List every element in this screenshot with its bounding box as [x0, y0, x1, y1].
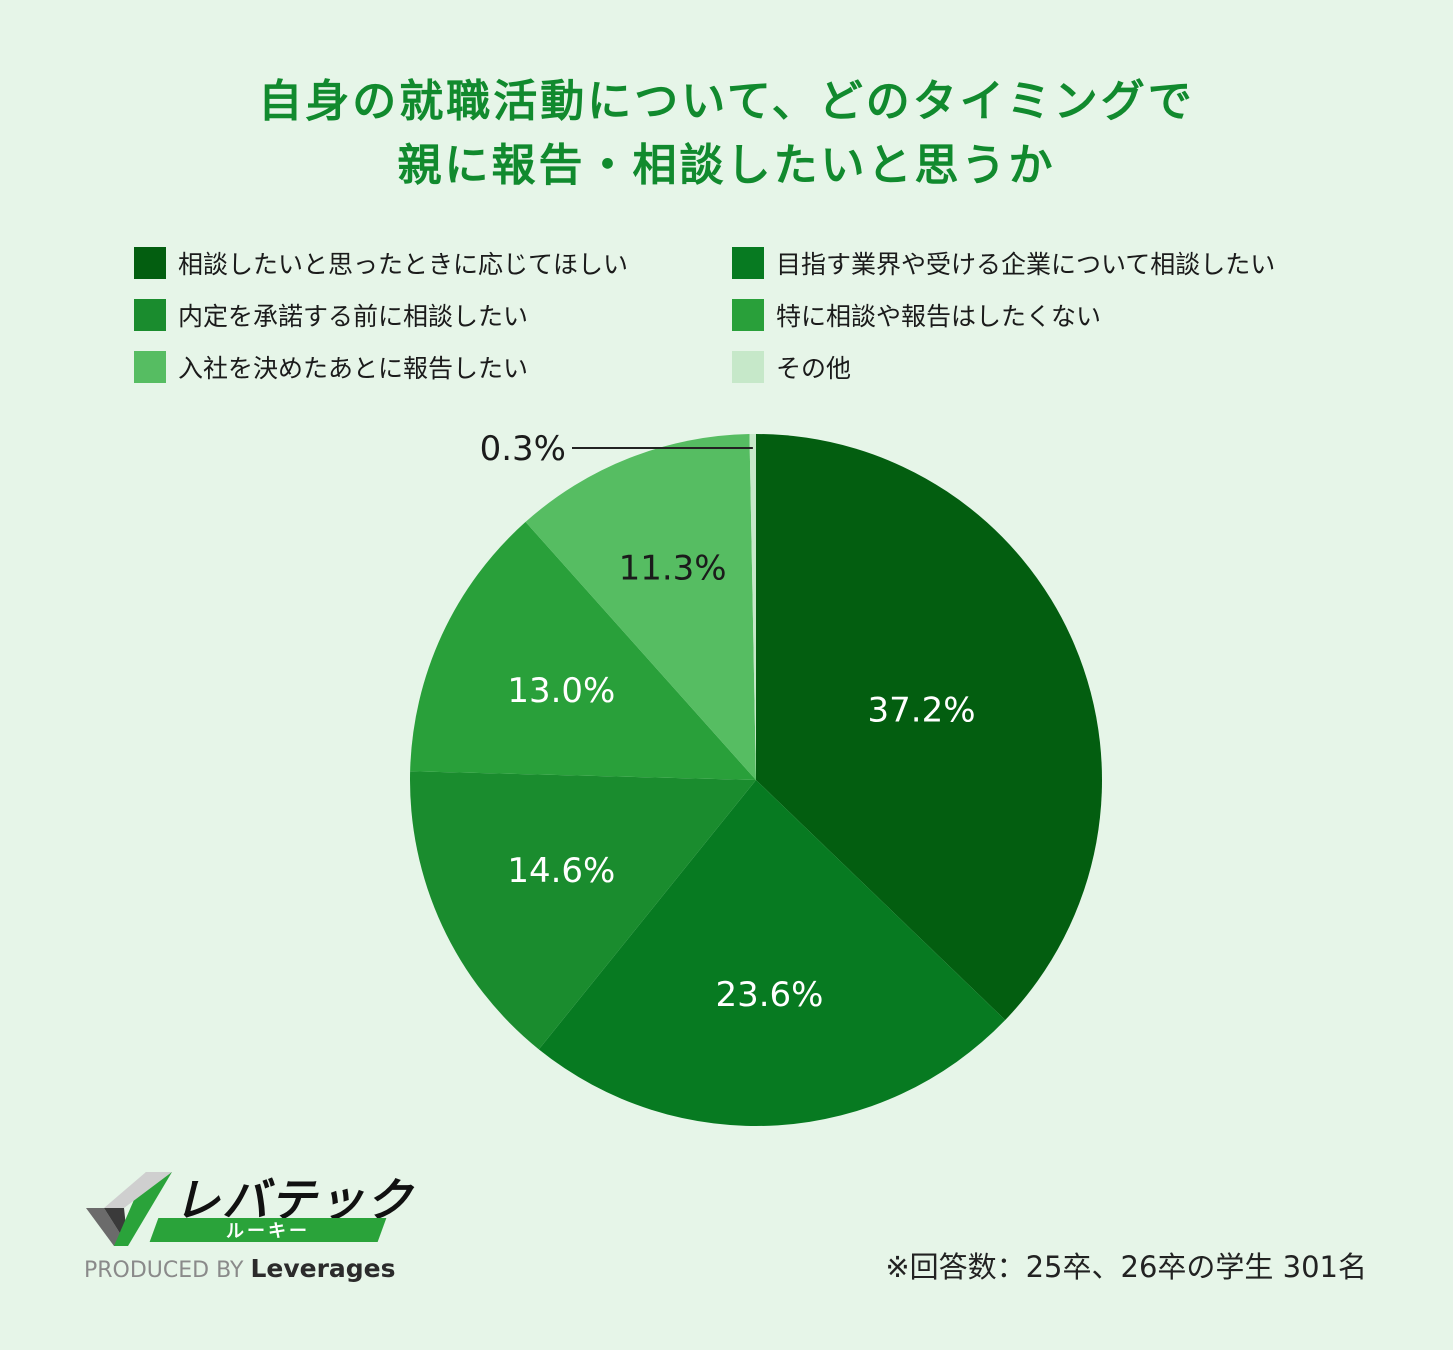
legend-label: 目指す業界や受ける企業について相談したい	[776, 250, 1276, 279]
legend-label: 内定を承諾する前に相談したい	[178, 302, 529, 331]
title-line-1: 自身の就職活動について、どのタイミングで	[258, 76, 1195, 127]
slice-value-label: 23.6%	[715, 975, 823, 1015]
legend-label: 入社を決めたあとに報告したい	[178, 354, 529, 383]
logo-check-icon	[86, 1172, 172, 1246]
company-name: Leverages	[250, 1254, 396, 1283]
title-line-2: 親に報告・相談したいと思うか	[397, 140, 1056, 191]
legend-swatch	[732, 299, 764, 331]
legend-label: 特に相談や報告はしたくない	[776, 302, 1102, 331]
brand-sub: ルーキー	[226, 1221, 310, 1242]
legend-label: 相談したいと思ったときに応じてほしい	[178, 250, 629, 279]
brand-logo: レバテック ルーキー PRODUCED BY Leverages	[84, 1164, 412, 1294]
pie-slice	[538, 780, 1006, 1126]
legend-item: その他	[732, 350, 851, 384]
legend: 相談したいと思ったときに応じてほしい 目指す業界や受ける企業について相談したい内定…	[134, 246, 1354, 406]
footnote: ※回答数：25卒、26卒の学生 301名	[885, 1250, 1367, 1284]
legend-swatch	[134, 299, 166, 331]
legend-swatch	[134, 351, 166, 383]
slice-value-label: 37.2%	[868, 691, 976, 731]
pie-slice	[525, 434, 756, 780]
produced-by: PRODUCED BY Leverages	[84, 1254, 396, 1283]
pie-slice	[410, 521, 756, 780]
pie-slice	[410, 771, 756, 1050]
legend-item: 内定を承諾する前に相談したい	[134, 298, 528, 332]
legend-swatch	[732, 351, 764, 383]
produced-by-label: PRODUCED BY	[84, 1258, 244, 1283]
legend-item: 特に相談や報告はしたくない	[732, 298, 1101, 332]
pie-slice	[756, 434, 1102, 1021]
pie-slice	[749, 434, 756, 780]
slice-value-label: 0.3%	[480, 429, 566, 469]
legend-label: その他	[776, 354, 852, 383]
legend-swatch	[134, 247, 166, 279]
legend-swatch	[732, 247, 764, 279]
slice-value-label: 14.6%	[507, 851, 615, 891]
legend-item: 目指す業界や受ける企業について相談したい	[732, 246, 1275, 280]
slice-value-label: 11.3%	[619, 548, 727, 588]
legend-item: 入社を決めたあとに報告したい	[134, 350, 528, 384]
chart-title: 自身の就職活動について、どのタイミングで 親に報告・相談したいと思うか	[0, 70, 1453, 198]
legend-item: 相談したいと思ったときに応じてほしい	[134, 246, 628, 280]
slice-value-label: 13.0%	[507, 671, 615, 711]
